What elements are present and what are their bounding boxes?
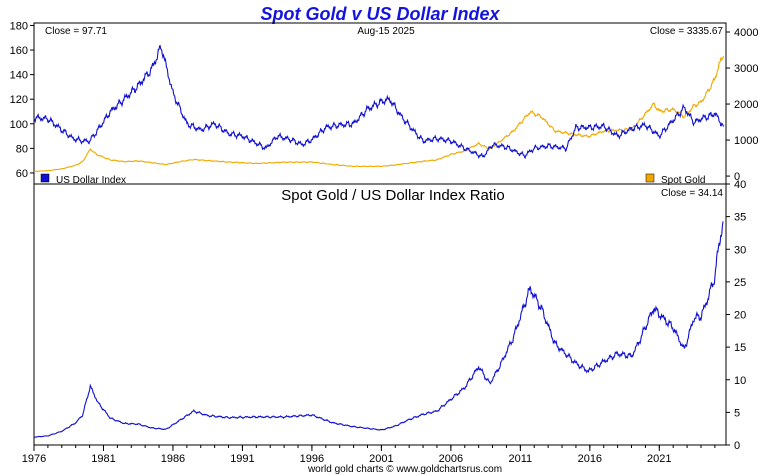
series-line-spot-gold: [33, 55, 725, 172]
chart-title: Spot Gold v US Dollar Index: [260, 4, 500, 24]
ratio-y-tick-label: 20: [734, 310, 746, 322]
x-tick-label: 1981: [91, 453, 115, 465]
top-panel: [33, 22, 727, 185]
close-label-left: Close = 97.71: [45, 26, 107, 37]
ratio-y-tick-label: 5: [734, 407, 740, 419]
y-right-tick-label: 2000: [734, 99, 758, 111]
x-tick-label: 1991: [230, 453, 254, 465]
chart-marks: 60 80 100 120 140 160 180 0 1000 2000 3000 4000 0 5 10…: [10, 20, 759, 465]
y-right-tick-label: 4000: [734, 27, 758, 39]
date-label: Aug-15 2025: [357, 26, 415, 37]
y-left-tick-label: 180: [10, 20, 28, 32]
y-left-tick-label: 120: [10, 94, 28, 106]
x-tick-label: 2006: [439, 453, 463, 465]
legend-swatch-gold: [645, 173, 655, 183]
y-right-tick-label: 0: [734, 171, 740, 183]
y-left-tick-label: 100: [10, 119, 28, 131]
series-line-gold-dollar-ratio: [33, 221, 724, 438]
ratio-y-tick-label: 35: [734, 212, 746, 224]
ratio-y-tick-label: 25: [734, 277, 746, 289]
bottom-panel: [33, 183, 727, 446]
x-tick-label: 2016: [578, 453, 602, 465]
ratio-y-tick-label: 15: [734, 342, 746, 354]
close-label-right: Close = 3335.67: [650, 26, 724, 37]
x-tick-label: 1976: [22, 453, 46, 465]
x-tick-label: 2001: [369, 453, 393, 465]
y-left-tick-label: 60: [16, 168, 28, 180]
y-left-tick-label: 80: [16, 143, 28, 155]
ratio-y-tick-label: 0: [734, 440, 740, 452]
y-right-tick-label: 3000: [734, 63, 758, 75]
y-right-tick-label: 1000: [734, 135, 758, 147]
footer-credit: world gold charts © www.goldchartsrus.co…: [307, 464, 502, 475]
x-tick-label: 2021: [647, 453, 671, 465]
y-left-tick-label: 160: [10, 45, 28, 57]
ratio-chart-title: Spot Gold / US Dollar Index Ratio: [281, 187, 504, 204]
ratio-y-tick-label: 30: [734, 244, 746, 256]
ratio-close-label: Close = 34.14: [661, 188, 723, 199]
series-line-us-dollar-index: [33, 44, 725, 160]
legend-label-gold: Spot Gold: [661, 175, 705, 186]
x-tick-label: 1986: [161, 453, 185, 465]
x-tick-label: 1996: [300, 453, 324, 465]
ratio-y-tick-label: 40: [734, 179, 746, 191]
ratio-y-tick-label: 10: [734, 375, 746, 387]
legend-swatch-dollar: [40, 173, 50, 183]
y-left-tick-label: 140: [10, 70, 28, 82]
x-tick-label: 2011: [509, 453, 533, 465]
legend-label-dollar: US Dollar Index: [56, 175, 126, 186]
